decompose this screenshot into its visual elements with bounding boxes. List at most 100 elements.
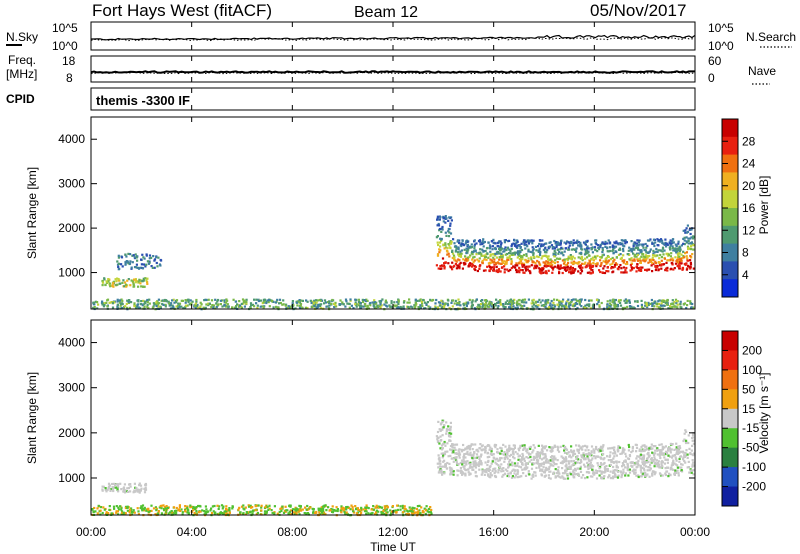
echo-mark <box>487 467 490 471</box>
echo-mark <box>472 454 475 457</box>
echo-mark <box>682 250 685 253</box>
echo-mark <box>652 259 655 262</box>
echo-mark <box>517 447 520 450</box>
echo-mark <box>556 469 559 472</box>
echo-mark <box>457 303 461 306</box>
echo-mark <box>531 474 534 477</box>
echo-mark <box>521 262 524 265</box>
echo-mark <box>619 257 622 260</box>
echo-mark <box>618 266 621 269</box>
echo-mark <box>505 262 508 265</box>
echo-mark <box>175 299 179 302</box>
echo-mark <box>276 298 279 301</box>
echo-mark <box>458 267 461 270</box>
echo-mark <box>632 266 635 270</box>
echo-mark <box>638 267 641 270</box>
echo-mark <box>559 243 562 246</box>
echo-mark <box>543 456 546 459</box>
echo-mark <box>675 302 678 305</box>
echo-mark <box>521 463 524 466</box>
echo-mark <box>584 257 587 260</box>
echo-mark <box>526 448 529 451</box>
echo-mark <box>612 298 615 301</box>
echo-mark <box>647 451 650 454</box>
echo-mark <box>574 248 577 251</box>
echo-mark <box>481 240 484 243</box>
echo-mark <box>380 299 383 303</box>
echo-mark <box>511 464 514 467</box>
echo-mark <box>132 509 135 512</box>
echo-mark <box>631 306 634 309</box>
echo-mark <box>553 255 556 258</box>
echo-mark <box>558 272 561 275</box>
echo-mark <box>689 300 692 303</box>
echo-mark <box>462 465 465 468</box>
echo-mark <box>685 439 688 442</box>
echo-mark <box>619 470 622 473</box>
echo-mark <box>651 474 654 477</box>
echo-mark <box>573 304 577 307</box>
echo-mark <box>530 477 533 480</box>
echo-mark <box>636 239 639 242</box>
echo-mark <box>532 462 535 465</box>
echo-mark <box>612 248 615 251</box>
echo-mark <box>578 303 581 306</box>
echo-mark <box>685 227 688 230</box>
echo-mark <box>475 242 478 245</box>
echo-mark <box>508 255 511 258</box>
echo-mark <box>667 307 670 310</box>
echo-mark <box>399 508 402 511</box>
echo-mark <box>518 449 521 452</box>
echo-mark <box>687 248 690 251</box>
echo-mark <box>511 252 515 255</box>
echo-mark <box>449 454 452 457</box>
echo-mark <box>532 444 535 447</box>
echo-mark <box>521 444 524 447</box>
echo-mark <box>645 473 648 477</box>
echo-mark <box>239 511 242 514</box>
echo-mark <box>598 474 601 477</box>
echo-mark <box>556 303 559 306</box>
echo-mark <box>569 304 572 307</box>
echo-mark <box>538 466 541 469</box>
echo-mark <box>519 246 522 249</box>
echo-mark <box>420 506 423 509</box>
echo-mark <box>105 511 108 514</box>
echo-mark <box>590 454 593 457</box>
echo-mark <box>640 299 643 302</box>
echo-mark <box>544 302 547 305</box>
echo-mark <box>152 507 156 510</box>
echo-mark <box>594 469 597 472</box>
echo-mark <box>378 505 382 509</box>
echo-mark <box>508 252 511 255</box>
echo-mark <box>336 509 339 513</box>
echo-mark <box>101 485 104 488</box>
echo-mark <box>549 470 552 473</box>
echo-mark <box>503 271 506 274</box>
echo-mark <box>263 510 267 513</box>
echo-mark <box>551 446 554 450</box>
echo-mark <box>535 454 538 457</box>
colorbar-tick-label: 200 <box>742 343 762 357</box>
echo-mark <box>346 512 349 516</box>
echo-mark <box>574 261 577 264</box>
echo-mark <box>609 299 612 302</box>
echo-mark <box>579 458 582 461</box>
echo-mark <box>438 428 441 431</box>
echo-mark <box>656 305 659 308</box>
echo-mark <box>102 485 105 488</box>
echo-mark <box>500 449 503 452</box>
echo-mark <box>180 305 183 308</box>
echo-mark <box>557 242 560 245</box>
echo-mark <box>599 456 602 459</box>
echo-mark <box>312 510 315 513</box>
echo-mark <box>556 449 559 452</box>
echo-mark <box>541 244 544 247</box>
echo-mark <box>130 507 133 510</box>
echo-mark <box>552 455 555 458</box>
echo-mark <box>656 453 659 456</box>
echo-mark <box>510 262 513 265</box>
echo-mark <box>593 472 596 475</box>
echo-mark <box>262 298 265 301</box>
echo-mark <box>551 246 554 249</box>
